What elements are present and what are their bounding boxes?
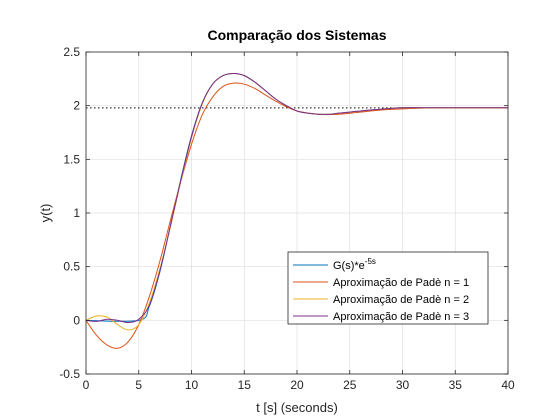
y-tick-label: 2 (73, 99, 80, 113)
y-axis-label: y(t) (38, 204, 53, 223)
chart-title: Comparação dos Sistemas (208, 27, 387, 43)
legend-box (287, 251, 489, 325)
ticks (85, 51, 509, 375)
y-tick-label: 2.5 (63, 45, 80, 59)
legend-label-2: Aproximação de Padè n = 1 (333, 277, 469, 289)
y-tick-label: 1 (73, 206, 80, 220)
series-line-2 (85, 82, 508, 349)
x-tick-label: 15 (238, 378, 252, 392)
x-tick-label: 10 (185, 378, 199, 392)
y-tick-label: 0.5 (63, 260, 80, 274)
x-tick-label: 5 (135, 378, 142, 392)
legend-label-4: Aproximação de Padè n = 3 (333, 311, 469, 323)
x-tick-label: 30 (396, 378, 410, 392)
tick-labels: 0 5 10 15 20 25 30 35 40-0.500.511.522.5 (59, 45, 515, 392)
x-tick-label: 20 (290, 378, 304, 392)
y-tick-label: 0 (73, 313, 80, 327)
x-tick-label: 35 (449, 378, 463, 392)
x-tick-label: 0 (83, 378, 90, 392)
series-layer (85, 72, 508, 349)
y-tick-label: -0.5 (59, 367, 80, 381)
x-tick-label: 25 (343, 378, 357, 392)
legend-label-3: Aproximação de Padè n = 2 (333, 294, 469, 306)
y-tick-label: 1.5 (63, 152, 80, 166)
series-line-4 (85, 72, 508, 323)
x-axis-label: t [s] (seconds) (256, 400, 338, 415)
x-tick-label: 40 (501, 378, 515, 392)
